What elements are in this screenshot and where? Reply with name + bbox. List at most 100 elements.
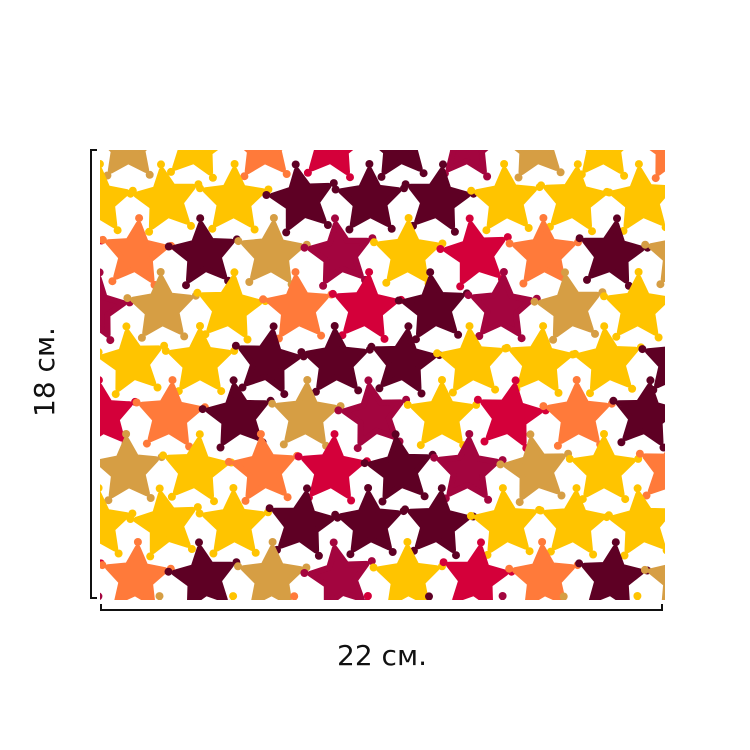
star-tip (106, 336, 115, 345)
star-body (341, 383, 404, 446)
star-tip (589, 550, 598, 559)
star-tip (380, 334, 389, 343)
star-tip (583, 275, 591, 284)
star-tip (303, 376, 312, 384)
star-tip (394, 296, 403, 305)
star-tip (291, 268, 300, 277)
star (123, 268, 200, 342)
star (198, 376, 275, 452)
star-tip (559, 592, 568, 600)
star-tip (346, 173, 354, 182)
star-body (307, 545, 370, 600)
star-body (367, 437, 431, 500)
star-body (647, 564, 665, 600)
star-tip (365, 160, 374, 168)
star-tip (640, 565, 649, 574)
star-tip (155, 592, 164, 600)
star-tip (538, 538, 547, 546)
star-body (546, 383, 610, 444)
star-tip (482, 226, 491, 235)
star-body (503, 437, 566, 500)
star-tip (553, 441, 562, 450)
star-tip (433, 349, 442, 358)
star-tip (329, 538, 338, 547)
star (403, 376, 481, 450)
star-tip (499, 268, 508, 276)
star (240, 150, 291, 181)
star-tip (265, 504, 274, 513)
star-tip (196, 184, 204, 193)
star-tip (100, 354, 101, 359)
star-tip (466, 511, 475, 520)
star-tip (142, 439, 151, 448)
star-body (243, 150, 286, 175)
star-tip (484, 495, 493, 504)
star-tip (300, 243, 309, 252)
star (536, 484, 613, 559)
star-tip (145, 170, 154, 179)
star-tip (642, 491, 651, 500)
star-body (410, 383, 474, 444)
star-tip (269, 214, 278, 222)
star-body (543, 167, 607, 229)
star-tip (572, 376, 581, 384)
star-tip (505, 239, 514, 248)
star-tip (575, 559, 584, 568)
star-tip (234, 237, 243, 246)
star-body (649, 150, 665, 176)
star-tip (159, 451, 168, 460)
star-tip (365, 268, 374, 277)
star-tip (241, 496, 250, 505)
star-tip (557, 491, 566, 500)
star-tip (514, 173, 523, 182)
star (103, 150, 154, 180)
star-tip (100, 376, 103, 384)
star-tip (403, 538, 412, 546)
star-body (105, 545, 168, 600)
star-tip (404, 322, 413, 331)
star-tip (500, 160, 509, 168)
star-tip (536, 506, 545, 515)
star-tip (229, 376, 238, 385)
star-tip (438, 376, 446, 384)
star (473, 376, 550, 453)
star-body (407, 491, 471, 553)
star-tip (387, 224, 396, 233)
star-tip (229, 592, 238, 600)
star-tip (104, 496, 113, 505)
star-body (202, 491, 266, 552)
star (231, 322, 308, 399)
star-body (100, 329, 162, 392)
star-tip (146, 552, 155, 561)
star-tip (465, 430, 474, 438)
star-body (172, 150, 219, 176)
star-body (474, 167, 537, 229)
star (331, 160, 408, 234)
star-tip (209, 549, 218, 558)
star-tip (317, 331, 326, 340)
star-tip (505, 564, 514, 573)
star-body (582, 150, 624, 174)
star-tip (363, 592, 372, 600)
star-tip (145, 227, 154, 236)
star-body (240, 545, 304, 600)
star-body (165, 437, 229, 499)
star-tip (100, 268, 104, 277)
star (602, 160, 665, 235)
star-tip (100, 160, 104, 168)
star-tip (475, 332, 484, 340)
star-body (100, 383, 133, 442)
star (155, 592, 164, 600)
star (363, 592, 372, 600)
star-body (376, 221, 440, 282)
width-bracket (100, 604, 663, 611)
star-tip (416, 441, 425, 450)
star-tip (620, 171, 629, 180)
star-tip (633, 484, 642, 493)
star-tip (268, 538, 277, 546)
star-tip (331, 214, 339, 223)
star (641, 240, 665, 289)
star-tip (656, 280, 665, 289)
star-tip (388, 548, 397, 556)
star-body (304, 329, 368, 390)
